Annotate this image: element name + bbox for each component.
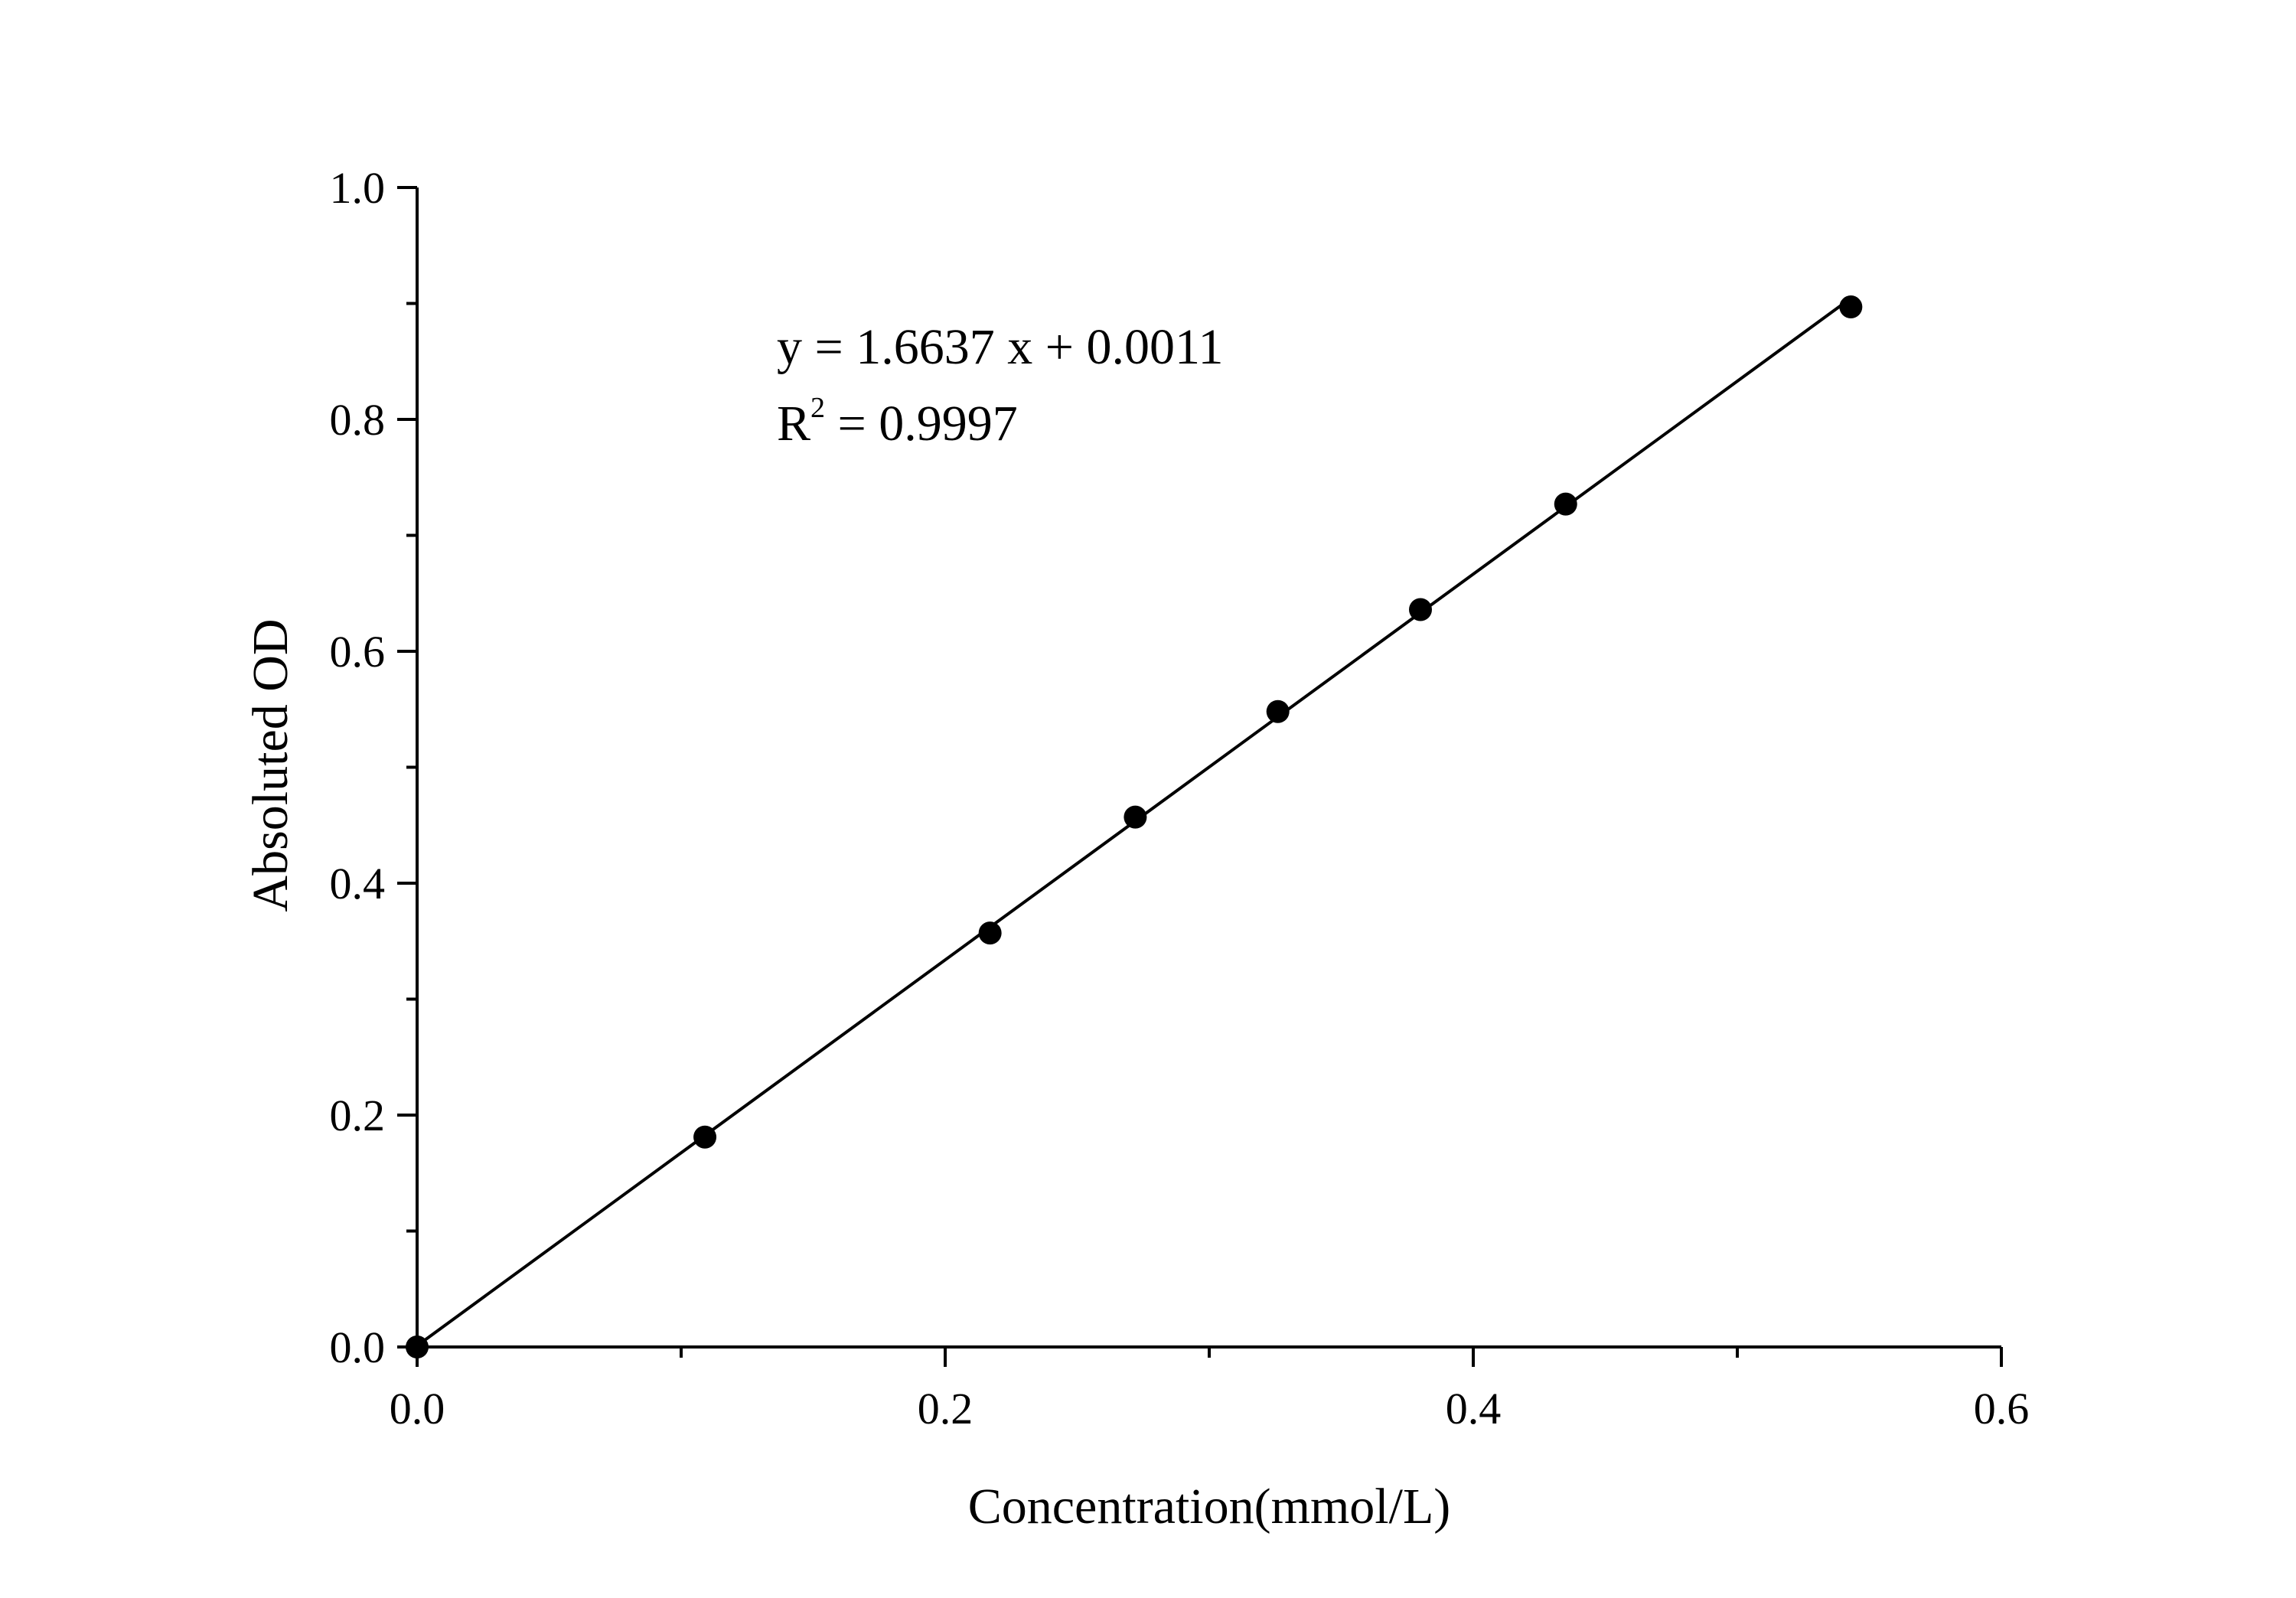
r-squared-label: R2 = 0.9997 [777,392,1018,452]
r-squared-superscript: 2 [810,392,825,424]
data-points [406,295,1863,1358]
y-tick-label: 1.0 [330,163,386,213]
data-point [1266,700,1290,723]
ticks: 0.0 0.2 0.4 0.6 0.8 1.0 0.0 0.2 0.4 0.6 [330,163,2030,1433]
data-point [1409,598,1432,621]
x-tick-label: 0.6 [1974,1384,2030,1433]
y-tick-label: 0.0 [330,1322,386,1372]
y-axis-title: Absoluted OD [243,618,298,912]
x-tick-label: 0.4 [1446,1384,1502,1433]
data-point [978,921,1002,945]
data-point [693,1125,717,1149]
data-point [1839,295,1863,319]
y-tick-label: 0.8 [330,395,386,445]
data-point [1124,805,1147,829]
data-point [406,1335,429,1358]
y-tick-label: 0.2 [330,1091,386,1140]
data-point [1554,492,1577,516]
y-tick-label: 0.6 [330,627,386,677]
y-tick-label: 0.4 [330,859,386,908]
x-tick-label: 0.0 [390,1384,445,1433]
x-axis-title: Concentration(mmol/L) [968,1479,1451,1534]
r-squared-value: = 0.9997 [825,396,1018,452]
x-tick-label: 0.2 [918,1384,974,1433]
r-squared-letter: R [777,396,810,452]
fit-equation-label: y = 1.6637 x + 0.0011 [777,319,1224,375]
